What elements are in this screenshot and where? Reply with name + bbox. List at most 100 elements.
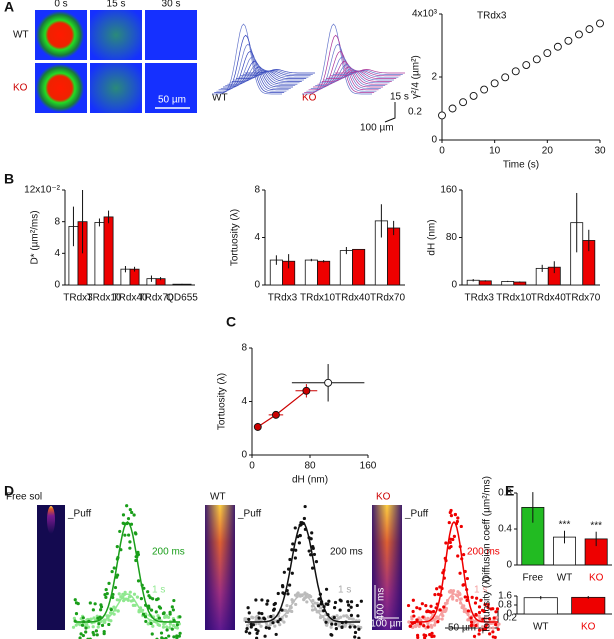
profile-dot <box>166 615 171 619</box>
x-tick-label: TRdx70 <box>565 293 600 304</box>
bar <box>94 222 105 286</box>
time-label: 200 ms <box>467 547 500 558</box>
profile-dot <box>342 614 346 618</box>
profile-dot <box>147 594 151 598</box>
profile-dot <box>339 615 343 619</box>
puff-label: _Puff <box>404 509 428 520</box>
x-tick-label: TRdx40 <box>112 293 147 304</box>
profile-dot <box>426 621 430 626</box>
x-tick-label: TRdx70 <box>370 293 405 304</box>
profile-dot <box>441 614 445 618</box>
scale-label: 0.2 <box>408 107 422 118</box>
profile-dot <box>449 514 454 518</box>
profile-dot <box>411 609 415 614</box>
scale-label: 400 ms <box>376 588 387 621</box>
profile-dot <box>453 512 457 517</box>
x-tick-label: 160 <box>360 461 377 472</box>
profile-dot <box>479 598 483 602</box>
profile-dot <box>458 592 462 596</box>
profile-dot <box>311 598 315 603</box>
profile-dot <box>249 625 253 629</box>
condition-label: Free sol <box>6 492 42 503</box>
profile-dot <box>473 601 478 605</box>
profile-dot <box>170 627 174 631</box>
profile-dot <box>118 529 122 534</box>
point <box>511 67 520 76</box>
profile-dot <box>484 616 488 620</box>
profile-dot <box>265 602 269 606</box>
profile-dot <box>294 602 298 607</box>
profile-dot <box>477 632 481 636</box>
profile-dot <box>470 595 474 599</box>
profile-dot <box>99 608 103 612</box>
profile-dot <box>483 627 488 631</box>
profile-dot <box>477 610 482 615</box>
profile-dot <box>245 627 249 631</box>
profile-dot <box>178 615 182 619</box>
profile-dot <box>246 606 250 610</box>
scale-label: 0.2 <box>503 613 517 624</box>
chart: 0 80 160 dH (nm) TRdx3 TRdx10 TRdx40 TRdx70 <box>427 185 601 304</box>
profile-dot <box>121 513 126 517</box>
profile-dot <box>349 605 353 609</box>
profile-dot <box>290 571 294 575</box>
profile-dot <box>247 617 251 621</box>
profile-label: KO <box>302 93 317 104</box>
profile-dot <box>280 583 285 588</box>
x-tick-label: TRdx10 <box>300 293 335 304</box>
profile-dot <box>475 596 479 600</box>
profile-dot <box>493 635 497 639</box>
profile-dot <box>115 598 119 602</box>
profile-dot <box>162 611 166 615</box>
waterfall-trace <box>216 43 287 92</box>
y-axis-label: Tortuosity (λ) <box>482 576 493 633</box>
profile-dot <box>295 592 299 596</box>
profile-dot <box>110 569 114 574</box>
scale-label: 100 µm <box>360 123 394 134</box>
profile-dot <box>105 591 109 596</box>
y-tick-label: 0 <box>506 609 512 620</box>
profile-dot <box>141 612 146 616</box>
x-tick-label: WT <box>533 622 549 633</box>
profile-dot <box>91 625 95 629</box>
profile-dot <box>76 602 80 606</box>
profile-dot <box>456 516 460 520</box>
profile-dot <box>81 616 85 620</box>
bar <box>181 283 192 286</box>
point <box>271 410 280 419</box>
panel-d-images <box>37 505 402 630</box>
point <box>469 91 478 100</box>
profile-dot <box>117 592 121 596</box>
bar <box>103 216 114 286</box>
point <box>480 85 489 94</box>
puff-label: _Puff <box>237 509 261 520</box>
profile-dot <box>481 628 485 632</box>
bar <box>523 597 558 615</box>
profile-dot <box>451 537 455 542</box>
profile-dot <box>353 635 357 639</box>
profile-dot <box>128 546 132 550</box>
profile-dot <box>271 614 275 618</box>
waterfall-trace <box>242 69 313 75</box>
profile-dot <box>255 636 259 639</box>
profile-dot <box>432 634 436 638</box>
waterfall-trace <box>220 56 291 89</box>
profile-dot <box>104 595 108 599</box>
profile-dot <box>461 583 465 587</box>
profile-dot <box>97 622 101 626</box>
image <box>145 10 197 60</box>
profile-dot <box>257 616 261 620</box>
profile-dot <box>420 602 424 606</box>
profile-dot <box>150 632 154 636</box>
profile-dot <box>143 615 148 619</box>
y-tick-label: 8 <box>241 343 247 354</box>
profile-dot <box>259 624 263 628</box>
profile-dot <box>175 636 179 639</box>
x-tick-label: 0 <box>439 146 445 157</box>
profile-dot <box>244 630 248 634</box>
profile-dot <box>271 621 275 625</box>
profile-dot <box>88 601 92 605</box>
profile-dot <box>324 587 329 591</box>
profile-dot <box>128 540 132 544</box>
